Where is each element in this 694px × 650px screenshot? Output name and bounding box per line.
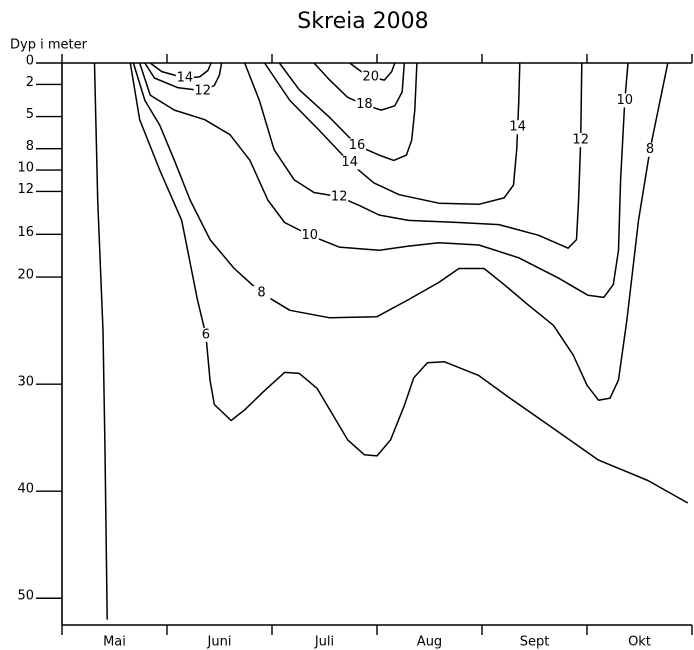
y-tick-label: 50 bbox=[17, 589, 34, 604]
label-bg bbox=[340, 155, 359, 170]
y-tick-label: 40 bbox=[17, 482, 34, 497]
label-bg bbox=[348, 138, 367, 153]
label-bg bbox=[196, 327, 215, 342]
y-tick-label: 10 bbox=[17, 161, 34, 176]
isotherm bbox=[129, 62, 689, 504]
label-bg bbox=[615, 93, 634, 108]
label-bg bbox=[330, 189, 349, 204]
y-tick-label: 0 bbox=[26, 54, 34, 69]
y-tick-label: 8 bbox=[26, 139, 34, 154]
label-bg bbox=[193, 83, 212, 98]
isotherm-label: 12 bbox=[194, 83, 211, 98]
isotherm-label: 6 bbox=[202, 327, 210, 342]
isotherm bbox=[244, 62, 583, 249]
isotherm-label: 18 bbox=[356, 97, 373, 112]
isotherm-label: 8 bbox=[646, 142, 654, 157]
label-bg bbox=[361, 69, 380, 84]
isotherm-label: 12 bbox=[572, 133, 589, 148]
y-tick-label: 16 bbox=[17, 225, 34, 240]
isotherm-label: 14 bbox=[341, 155, 358, 170]
y-axis-label: Dyp i meter bbox=[10, 38, 88, 53]
isotherm-label: 8 bbox=[257, 286, 265, 301]
isotherm-label: 12 bbox=[331, 189, 348, 204]
isotherm-label: 14 bbox=[509, 120, 526, 135]
label-bg bbox=[571, 133, 590, 148]
label-bg bbox=[641, 142, 659, 157]
x-tick-label: Okt bbox=[628, 635, 651, 650]
isotherm bbox=[263, 62, 521, 206]
x-tick-label: Mai bbox=[103, 635, 126, 650]
label-bg bbox=[508, 120, 527, 135]
isotherm-label: 16 bbox=[349, 138, 366, 153]
x-tick-label: Juli bbox=[314, 635, 334, 650]
y-tick-label: 2 bbox=[26, 75, 34, 90]
y-tick-label: 30 bbox=[17, 375, 34, 390]
x-tick-label: Aug bbox=[417, 635, 442, 650]
isotherm-label: 10 bbox=[617, 93, 634, 108]
label-bg bbox=[175, 70, 194, 85]
y-tick-label: 12 bbox=[17, 182, 34, 197]
isotherm-label: 14 bbox=[177, 70, 194, 85]
x-tick-label: Sept bbox=[520, 635, 550, 650]
isotherm bbox=[132, 62, 669, 401]
y-tick-label: 5 bbox=[26, 107, 34, 122]
isotherm bbox=[138, 62, 629, 299]
x-tick-label: Juni bbox=[207, 635, 232, 650]
label-bg bbox=[252, 286, 271, 301]
y-tick-label: 20 bbox=[17, 268, 34, 283]
isotherm-label: 20 bbox=[362, 69, 379, 84]
chart-title: Skreia 2008 bbox=[297, 9, 428, 34]
isotherm bbox=[93, 62, 108, 620]
isotherm-label: 10 bbox=[302, 228, 319, 243]
label-bg bbox=[355, 97, 374, 112]
isotherm bbox=[278, 62, 418, 162]
label-bg bbox=[300, 228, 319, 243]
